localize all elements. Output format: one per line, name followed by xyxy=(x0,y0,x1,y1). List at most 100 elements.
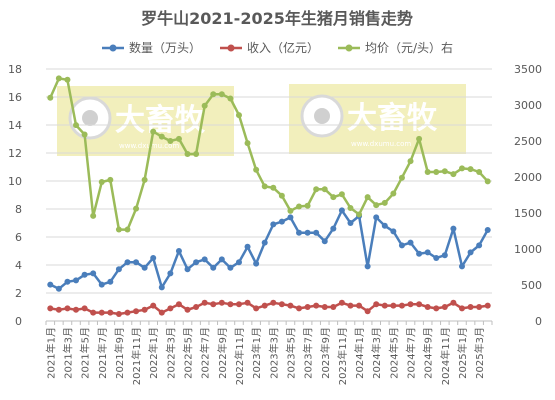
x-tick-label: 2021年11月 xyxy=(130,327,143,385)
x-tick-label: 2025年1月 xyxy=(456,327,469,379)
data-point xyxy=(270,221,277,228)
watermark-logo-dot xyxy=(314,108,330,124)
data-point xyxy=(347,302,354,309)
data-point xyxy=(287,214,294,221)
data-point xyxy=(416,301,423,308)
data-point xyxy=(338,299,345,306)
legend-swatch-marker xyxy=(227,44,235,52)
legend-label: 数量（万头） xyxy=(129,40,201,55)
data-point xyxy=(287,302,294,309)
data-point xyxy=(296,203,303,210)
data-point xyxy=(484,302,491,309)
y-left-tick-label: 8 xyxy=(15,203,22,216)
watermark-url: www.dxumu.com xyxy=(351,140,411,148)
data-point xyxy=(356,211,363,218)
y-left-tick-label: 12 xyxy=(8,147,22,160)
data-point xyxy=(141,176,148,183)
chart-title: 罗牛山2021-2025年生猪月销售走势 xyxy=(141,9,413,28)
data-point xyxy=(313,302,320,309)
data-point xyxy=(261,302,268,309)
x-tick-label: 2022年7月 xyxy=(199,327,212,379)
data-point xyxy=(476,304,483,310)
data-point xyxy=(313,229,320,236)
axes: 0 2 4 6 8 10 12 14 16 18 0 500 1000 1500 2000 2500 3000 3… xyxy=(8,63,542,385)
x-tick-label: 2023年11月 xyxy=(336,327,349,385)
data-point xyxy=(107,278,114,285)
data-point xyxy=(167,270,174,277)
data-point xyxy=(381,302,388,309)
x-tick-label: 2023年1月 xyxy=(250,327,263,379)
data-point xyxy=(390,302,397,309)
y-left-tick-label: 0 xyxy=(15,315,22,328)
data-point xyxy=(73,277,80,284)
legend-item-3: 均价（元/头）右 xyxy=(338,40,453,55)
data-point xyxy=(278,218,285,225)
data-point xyxy=(201,256,208,263)
data-point xyxy=(364,194,371,201)
legend-item-1: 数量（万头） xyxy=(102,40,201,55)
data-point xyxy=(467,304,474,310)
y-left-tick-label: 4 xyxy=(15,259,22,272)
data-point xyxy=(235,259,242,266)
x-tick-label: 2021年5月 xyxy=(79,327,92,379)
data-point xyxy=(261,183,268,190)
data-point xyxy=(141,264,148,271)
data-point xyxy=(458,165,465,172)
data-point xyxy=(81,305,88,312)
data-point xyxy=(150,255,157,261)
watermark-2: 大畜牧 www.dxumu.com xyxy=(289,84,466,154)
data-point xyxy=(441,252,448,259)
x-tick-label: 2023年3月 xyxy=(267,327,280,379)
data-point xyxy=(296,229,303,236)
data-point xyxy=(484,227,491,233)
legend-item-2: 收入（亿元） xyxy=(220,40,319,55)
data-point xyxy=(458,263,465,270)
data-point xyxy=(55,75,62,82)
data-point xyxy=(55,306,62,313)
data-point xyxy=(133,308,140,315)
data-point xyxy=(90,309,97,316)
data-point xyxy=(407,158,414,165)
y-left-tick-label: 10 xyxy=(8,175,22,188)
data-point xyxy=(158,309,165,316)
data-point xyxy=(90,212,97,219)
data-point xyxy=(407,239,414,246)
data-point xyxy=(98,179,105,186)
data-point xyxy=(227,301,234,308)
series-3 xyxy=(47,75,491,233)
data-point xyxy=(193,304,200,310)
data-point xyxy=(201,102,208,109)
data-point xyxy=(184,306,191,313)
data-point xyxy=(433,305,440,312)
data-point xyxy=(433,255,440,261)
y-right-tick-label: 2500 xyxy=(514,135,542,148)
data-point xyxy=(98,281,105,288)
data-point xyxy=(321,186,328,193)
data-point xyxy=(433,168,440,175)
x-tick-label: 2023年5月 xyxy=(284,327,297,379)
data-point xyxy=(424,249,431,256)
data-point xyxy=(218,91,225,98)
data-point xyxy=(373,214,380,221)
data-point xyxy=(184,266,191,273)
data-point xyxy=(304,304,311,310)
data-point xyxy=(124,259,131,266)
data-point xyxy=(98,309,105,316)
data-point xyxy=(313,186,320,193)
data-point xyxy=(64,305,71,312)
data-point xyxy=(81,131,88,138)
data-point xyxy=(175,248,182,254)
x-tick-label: 2024年5月 xyxy=(387,327,400,379)
series-line xyxy=(49,77,489,231)
y-right-tick-label: 0 xyxy=(535,315,542,328)
x-tick-label: 2023年7月 xyxy=(302,327,315,379)
data-point xyxy=(304,202,311,209)
data-point xyxy=(373,202,380,209)
data-point xyxy=(201,299,208,306)
data-point xyxy=(321,238,328,245)
series-1 xyxy=(47,207,491,292)
x-tick-label: 2022年5月 xyxy=(182,327,195,379)
y-left-tick-label: 16 xyxy=(8,91,22,104)
